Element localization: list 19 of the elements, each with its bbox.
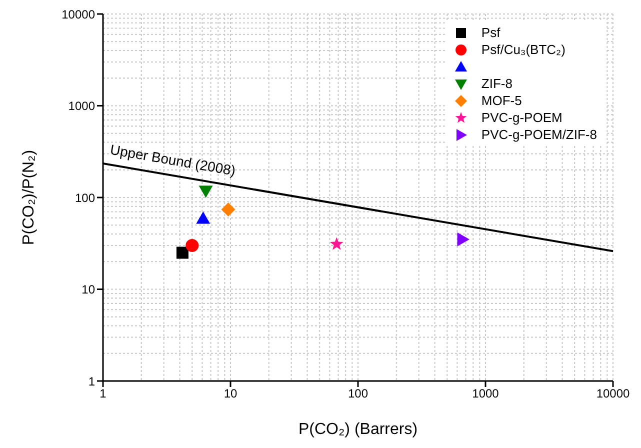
y-tick-label: 10 (82, 282, 96, 297)
x-axis-title: P(CO₂) (Barrers) (298, 421, 418, 438)
y-tick-label: 1000 (68, 99, 96, 114)
x-tick-label: 100 (348, 386, 368, 401)
x-tick-label: 1 (100, 386, 107, 401)
legend-label: ZIF-8 (481, 76, 512, 91)
x-tick-label: 1000 (472, 386, 500, 401)
text: Upper Bound (2008) (109, 142, 237, 179)
y-tick-label: 1 (88, 374, 96, 388)
x-tick-label: 10000 (596, 386, 630, 401)
y-tick-label: 100 (74, 190, 96, 205)
legend-label: Psf/Cu₃(BTC₂) (481, 42, 566, 57)
legend-label: PVC-g-POEM (481, 110, 562, 125)
y-tick-label: 10000 (62, 7, 96, 22)
y-axis-title: P(CO₂)/P(N₂) (20, 150, 38, 246)
legend-label: PVC-g-POEM/ZIF-8 (481, 127, 597, 142)
legend-label: Psf (481, 25, 500, 40)
x-tick-label: 10 (224, 386, 238, 401)
legend-label: MOF-5 (481, 93, 522, 108)
